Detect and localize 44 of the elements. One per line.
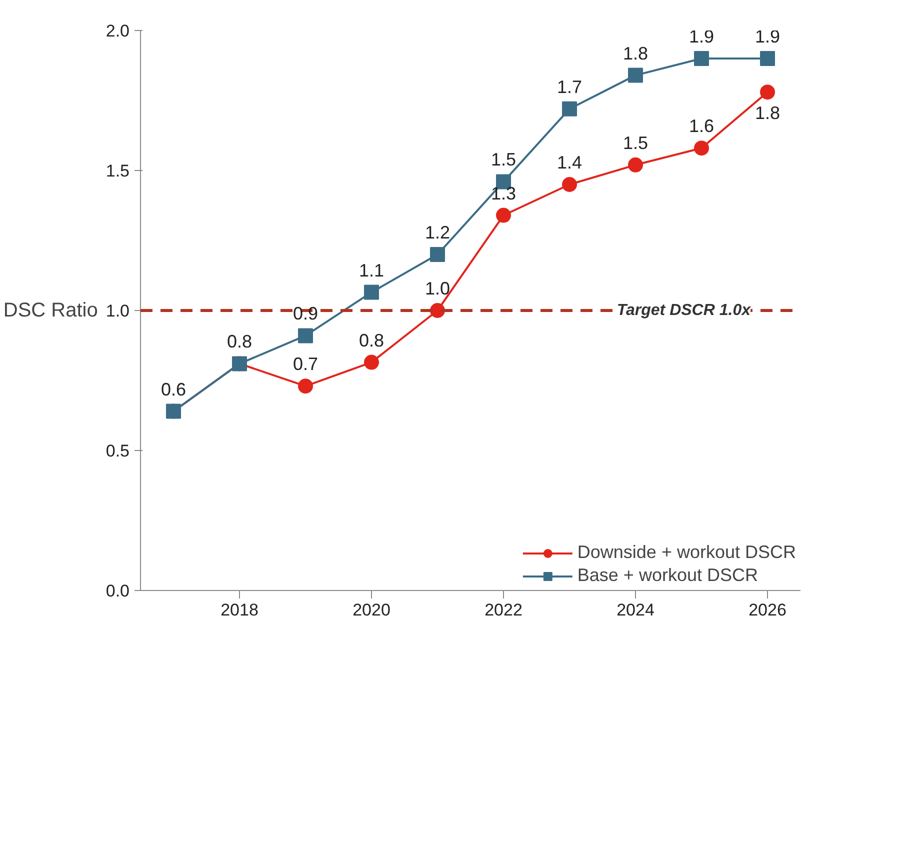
point bbox=[496, 208, 511, 223]
data-label: 0.6 bbox=[160, 379, 186, 400]
point bbox=[364, 354, 379, 370]
point bbox=[760, 84, 775, 100]
point bbox=[628, 68, 643, 83]
y-tick-label: 1.0 bbox=[106, 302, 130, 320]
point bbox=[364, 284, 379, 300]
data-label: 1.2 bbox=[424, 222, 450, 242]
y-tick-label: 1.5 bbox=[106, 162, 130, 180]
y-tick-label: 2.0 bbox=[106, 22, 130, 40]
y-axis-title: DSC Ratio bbox=[3, 300, 98, 322]
data-label: 1.1 bbox=[358, 260, 384, 280]
data-label: 1.7 bbox=[556, 76, 582, 97]
data-label: 1.6 bbox=[688, 116, 714, 136]
data-label: 1.0 bbox=[424, 278, 450, 298]
legend-label: Downside + workout DSCR bbox=[577, 542, 796, 563]
data-label: 0.7 bbox=[292, 354, 318, 374]
point bbox=[694, 51, 709, 66]
ref-line-label: Target DSCR 1.0x bbox=[616, 302, 752, 319]
data-label: 0.9 bbox=[292, 304, 318, 324]
data-label: 1.5 bbox=[622, 132, 648, 153]
data-label: 1.5 bbox=[490, 150, 516, 170]
data-label: 1.8 bbox=[622, 43, 648, 64]
x-tick-label: 2020 bbox=[352, 600, 390, 620]
point bbox=[628, 157, 643, 172]
x-tick-label: 2022 bbox=[484, 600, 522, 620]
point bbox=[562, 177, 577, 192]
point bbox=[562, 101, 577, 116]
point bbox=[760, 51, 775, 66]
legend-label: Base + workout DSCR bbox=[577, 565, 758, 586]
data-label: 1.8 bbox=[754, 103, 780, 124]
x-tick-label: 2024 bbox=[616, 600, 654, 620]
point bbox=[430, 247, 445, 262]
data-label: 1.4 bbox=[556, 152, 582, 172]
point bbox=[694, 140, 709, 156]
x-tick-label: 2018 bbox=[220, 600, 258, 620]
y-tick-label: 0.0 bbox=[106, 582, 130, 600]
y-tick-label: 0.5 bbox=[106, 442, 130, 460]
data-label: 0.8 bbox=[226, 332, 252, 352]
x-tick-label: 2026 bbox=[748, 600, 786, 620]
data-label: 1.3 bbox=[490, 183, 516, 204]
data-label: 0.8 bbox=[358, 330, 384, 350]
point bbox=[298, 328, 313, 344]
point bbox=[298, 378, 313, 394]
